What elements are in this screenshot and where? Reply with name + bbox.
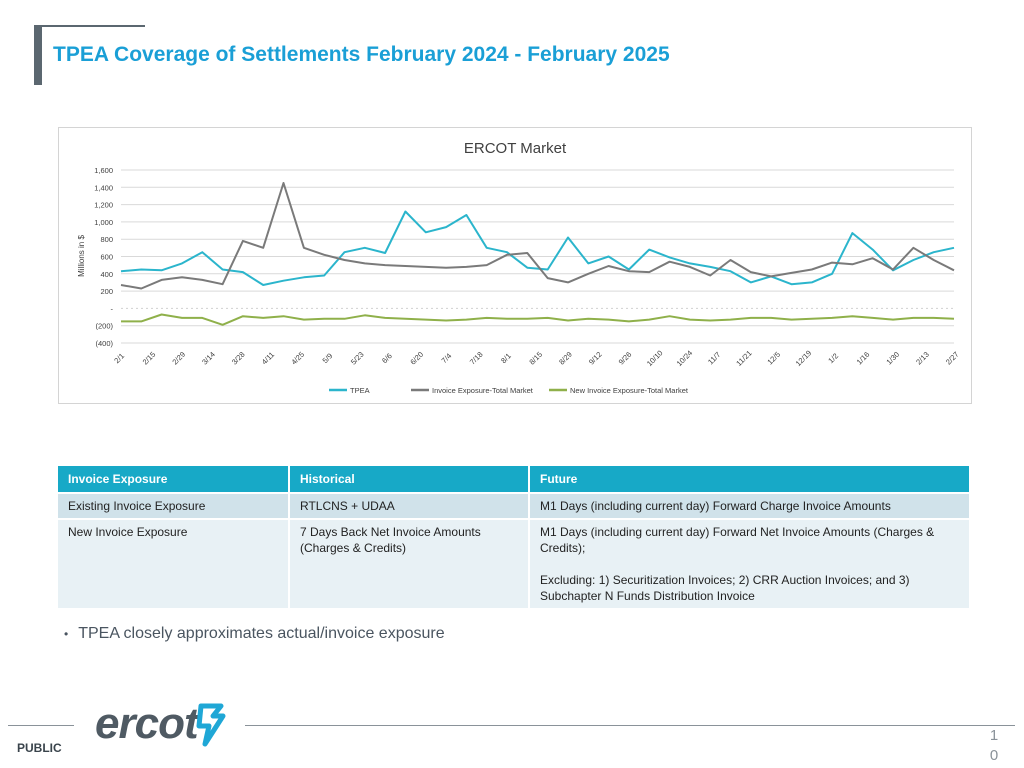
x-tick-label: 11/21: [734, 349, 753, 368]
series-line: [120, 182, 955, 290]
x-tick-label: 3/14: [200, 350, 217, 367]
x-tick-label: 12/5: [765, 350, 782, 367]
chart-y-axis-label: Millions in $: [77, 235, 86, 277]
x-tick-label: 10/10: [645, 348, 665, 368]
table-header-cell: Future: [529, 466, 971, 493]
x-tick-label: 8/1: [499, 351, 513, 365]
x-tick-label: 2/15: [141, 350, 158, 367]
y-tick-label: 1,600: [94, 166, 113, 175]
table-header-row: Invoice Exposure Historical Future: [58, 466, 971, 493]
legend-label: Invoice Exposure-Total Market: [432, 386, 534, 395]
series-line: [120, 210, 955, 286]
footer-divider-right: [245, 725, 1015, 726]
x-tick-label: 4/11: [260, 350, 276, 366]
table-row: Existing Invoice Exposure RTLCNS + UDAA …: [58, 492, 971, 519]
x-tick-label: 5/23: [349, 350, 366, 367]
ercot-market-chart: ERCOT Market Millions in $ 1,600 1,400 1,2…: [77, 140, 961, 395]
x-tick-label: 4/25: [289, 350, 306, 367]
legend-label: TPEA: [350, 386, 370, 395]
table-cell: M1 Days (including current day) Forward …: [529, 518, 971, 608]
lightning-bolt-icon: [196, 703, 226, 747]
bullet-icon: •: [64, 627, 69, 641]
x-tick-label: 6/6: [380, 351, 394, 365]
y-tick-label: (400): [95, 339, 113, 348]
x-tick-label: 12/19: [794, 348, 814, 368]
x-tick-label: 1/2: [826, 351, 840, 365]
x-tick-label: 2/29: [170, 350, 187, 367]
y-tick-label: (200): [95, 322, 113, 331]
x-tick-label: 1/30: [884, 350, 901, 367]
chart-title: ERCOT Market: [464, 140, 567, 157]
footer-divider-left: [8, 725, 74, 726]
table-header-cell: Invoice Exposure: [58, 466, 290, 493]
table-cell: M1 Days (including current day) Forward …: [529, 492, 971, 519]
chart-series: [120, 182, 955, 326]
x-tick-label: 10/24: [675, 348, 695, 368]
x-tick-label: 6/20: [408, 350, 425, 367]
y-tick-label: 400: [100, 270, 113, 279]
bullet-text: TPEA closely approximates actual/invoice…: [78, 625, 445, 642]
y-tick-label: 600: [100, 253, 113, 262]
y-tick-label: -: [111, 304, 114, 313]
y-tick-label: 1,400: [94, 183, 113, 192]
table-header-cell: Historical: [289, 466, 530, 493]
x-tick-label: 2/27: [944, 350, 961, 367]
y-tick-label: 200: [100, 287, 113, 296]
page-title: TPEA Coverage of Settlements February 20…: [53, 43, 670, 66]
x-tick-label: 8/15: [527, 350, 544, 367]
x-tick-label: 9/26: [617, 350, 634, 367]
table-cell: New Invoice Exposure: [58, 518, 290, 608]
x-tick-label: 11/7: [706, 350, 722, 366]
x-tick-label: 7/4: [440, 351, 454, 365]
series-line: [121, 313, 955, 326]
ercot-logo: ercot: [95, 699, 226, 748]
bullet-point: • TPEA closely approximates actual/invoic…: [64, 625, 445, 643]
x-tick-label: 2/13: [914, 350, 931, 367]
x-tick-label: 2/1: [112, 351, 126, 365]
x-tick-label: 1/16: [855, 350, 872, 367]
logo-wordmark: ercot: [95, 699, 199, 748]
chart-x-ticks: 2/1 2/15 2/29 3/14 3/28 4/11 4/25 5/9 5/23 6/6 6/2…: [112, 348, 960, 368]
chart-gridlines: [121, 169, 954, 344]
x-tick-label: 3/28: [230, 350, 247, 367]
x-tick-label: 7/18: [468, 350, 485, 367]
page-number: 1 0: [989, 727, 999, 764]
y-tick-label: 1,200: [94, 201, 113, 210]
x-tick-label: 5/9: [321, 351, 335, 365]
x-tick-label: 9/12: [587, 350, 604, 367]
y-tick-label: 1,000: [94, 218, 113, 227]
chart-legend: TPEA Invoice Exposure-Total Market New Inv…: [329, 386, 689, 395]
table-cell: Existing Invoice Exposure: [58, 492, 290, 519]
classification-label: PUBLIC: [17, 741, 62, 755]
table-cell: RTLCNS + UDAA: [289, 492, 530, 519]
table-cell: 7 Days Back Net Invoice Amounts (Charges…: [289, 518, 530, 608]
invoice-exposure-table: Invoice Exposure Historical Future Exist…: [58, 466, 971, 608]
title-accent-line: [42, 25, 145, 27]
chart-container: ERCOT Market Millions in $ 1,600 1,400 1,2…: [58, 127, 972, 404]
legend-label: New Invoice Exposure-Total Market: [570, 386, 689, 395]
x-tick-label: 8/29: [557, 350, 574, 367]
table-row: New Invoice Exposure 7 Days Back Net Inv…: [58, 518, 971, 608]
title-accent-bar: [34, 25, 42, 85]
chart-y-ticks: 1,600 1,400 1,200 1,000 800 600 400 200 - (200) (4…: [94, 166, 113, 348]
y-tick-label: 800: [100, 235, 113, 244]
